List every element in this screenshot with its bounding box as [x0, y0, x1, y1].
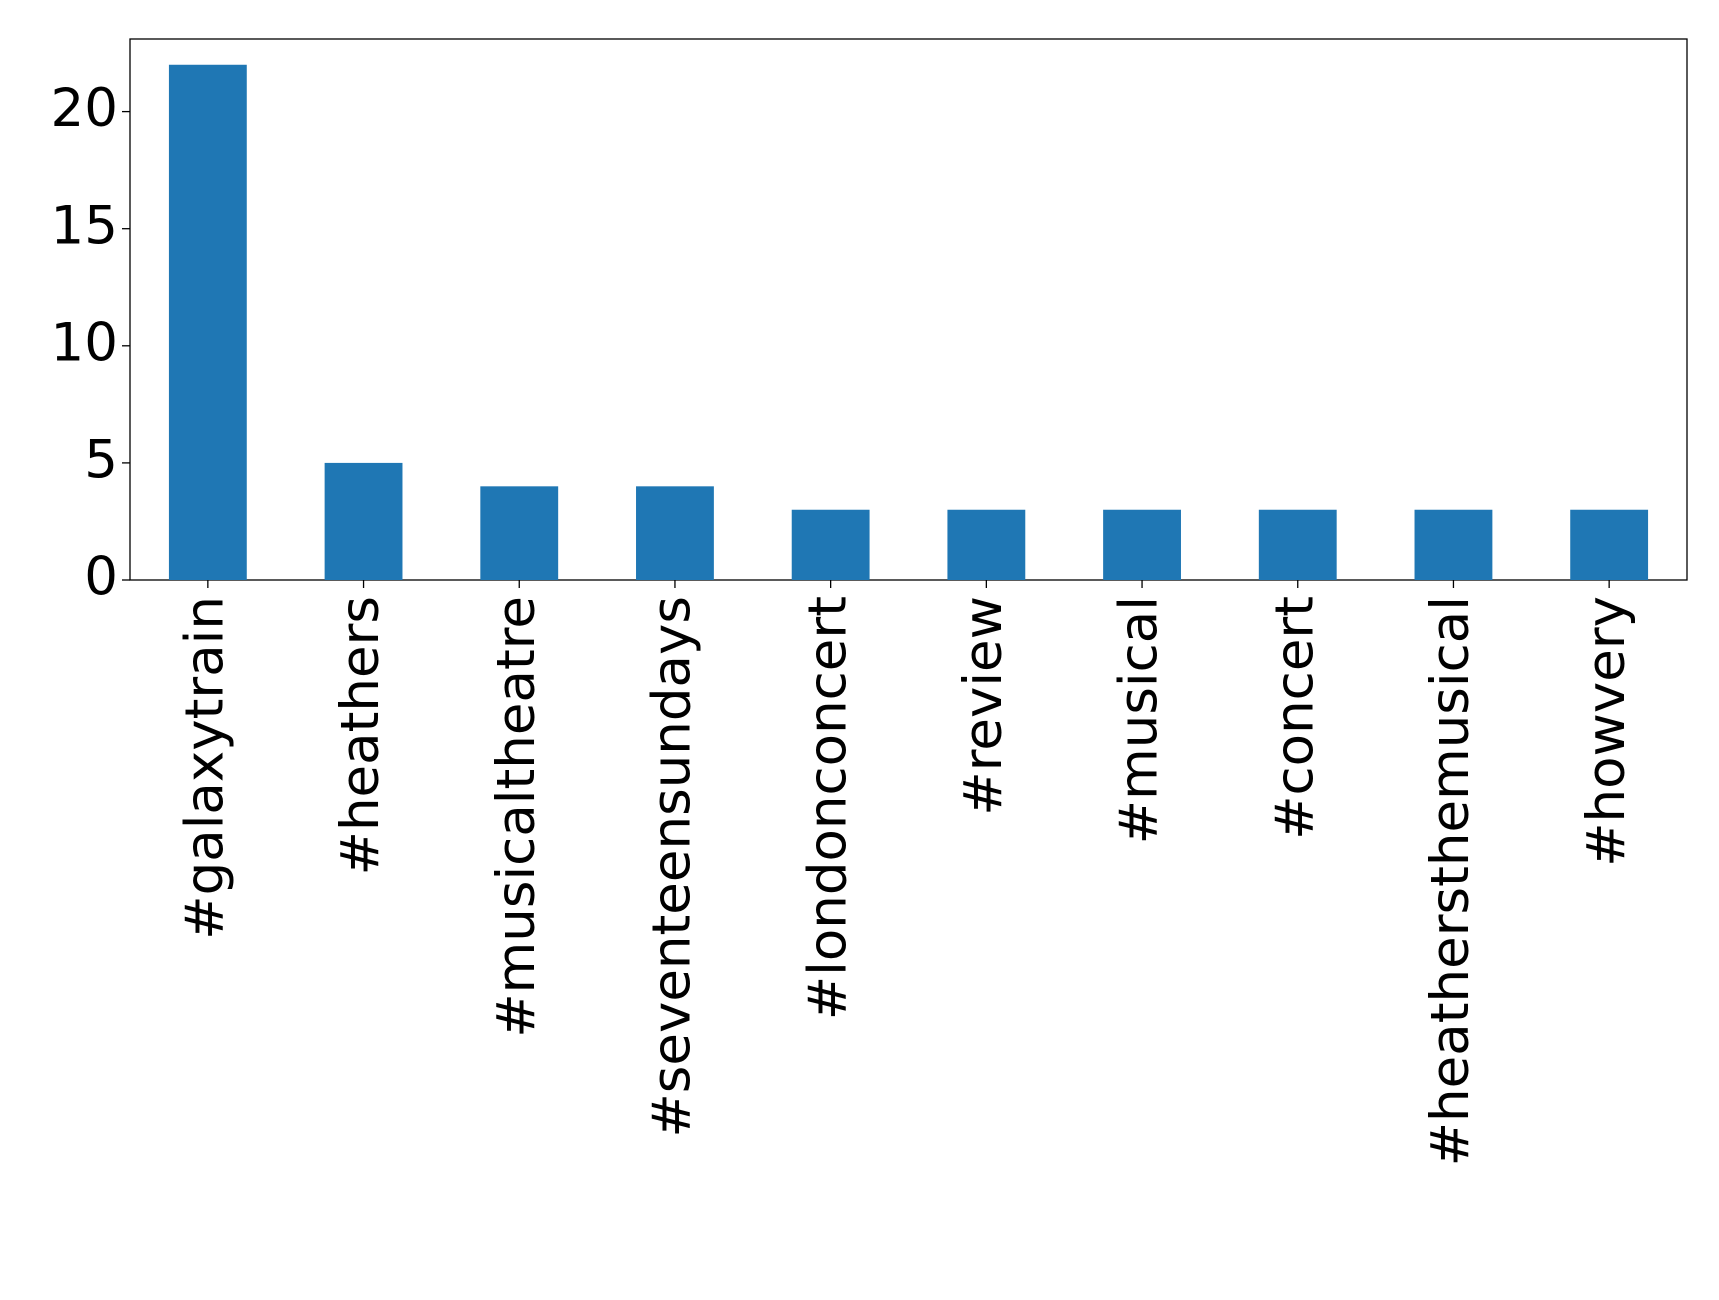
x-tick-label: #musical — [1109, 596, 1170, 844]
bar — [1103, 509, 1181, 580]
bar — [324, 462, 403, 580]
x-tick-label: #musicaltheatre — [486, 596, 547, 1038]
x-tick-label: #howvery — [1576, 596, 1637, 867]
x-tick-label: #heathers — [330, 596, 391, 875]
bar — [1258, 509, 1337, 580]
y-tick-label: 15 — [51, 195, 118, 256]
y-tick-label: 5 — [84, 430, 118, 491]
bar — [1414, 509, 1493, 580]
bar — [168, 64, 247, 580]
x-tick-label: #galaxytrain — [174, 596, 235, 940]
bar — [791, 509, 870, 580]
x-tick-label: #seventeensundays — [642, 596, 703, 1138]
y-tick-label: 20 — [51, 78, 118, 139]
y-tick-label: 10 — [51, 312, 118, 373]
bar — [947, 509, 1026, 580]
bar — [636, 486, 714, 580]
x-tick-label: #concert — [1264, 596, 1325, 840]
plot-frame — [129, 38, 1688, 581]
x-tick-label: #review — [953, 596, 1014, 816]
bar — [480, 486, 559, 580]
y-tick-label: 0 — [84, 547, 118, 608]
bar — [1570, 509, 1649, 580]
x-tick-label: #londonconcert — [797, 596, 858, 1020]
x-tick-label: #heathersthemusical — [1420, 596, 1481, 1166]
